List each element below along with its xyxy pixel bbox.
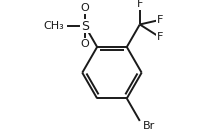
Text: O: O (81, 3, 89, 13)
Text: F: F (157, 15, 163, 25)
Text: CH₃: CH₃ (43, 21, 64, 31)
Text: F: F (137, 0, 143, 9)
Text: Br: Br (142, 120, 155, 131)
Text: O: O (81, 39, 89, 49)
Text: S: S (81, 20, 89, 33)
Text: F: F (157, 32, 163, 42)
